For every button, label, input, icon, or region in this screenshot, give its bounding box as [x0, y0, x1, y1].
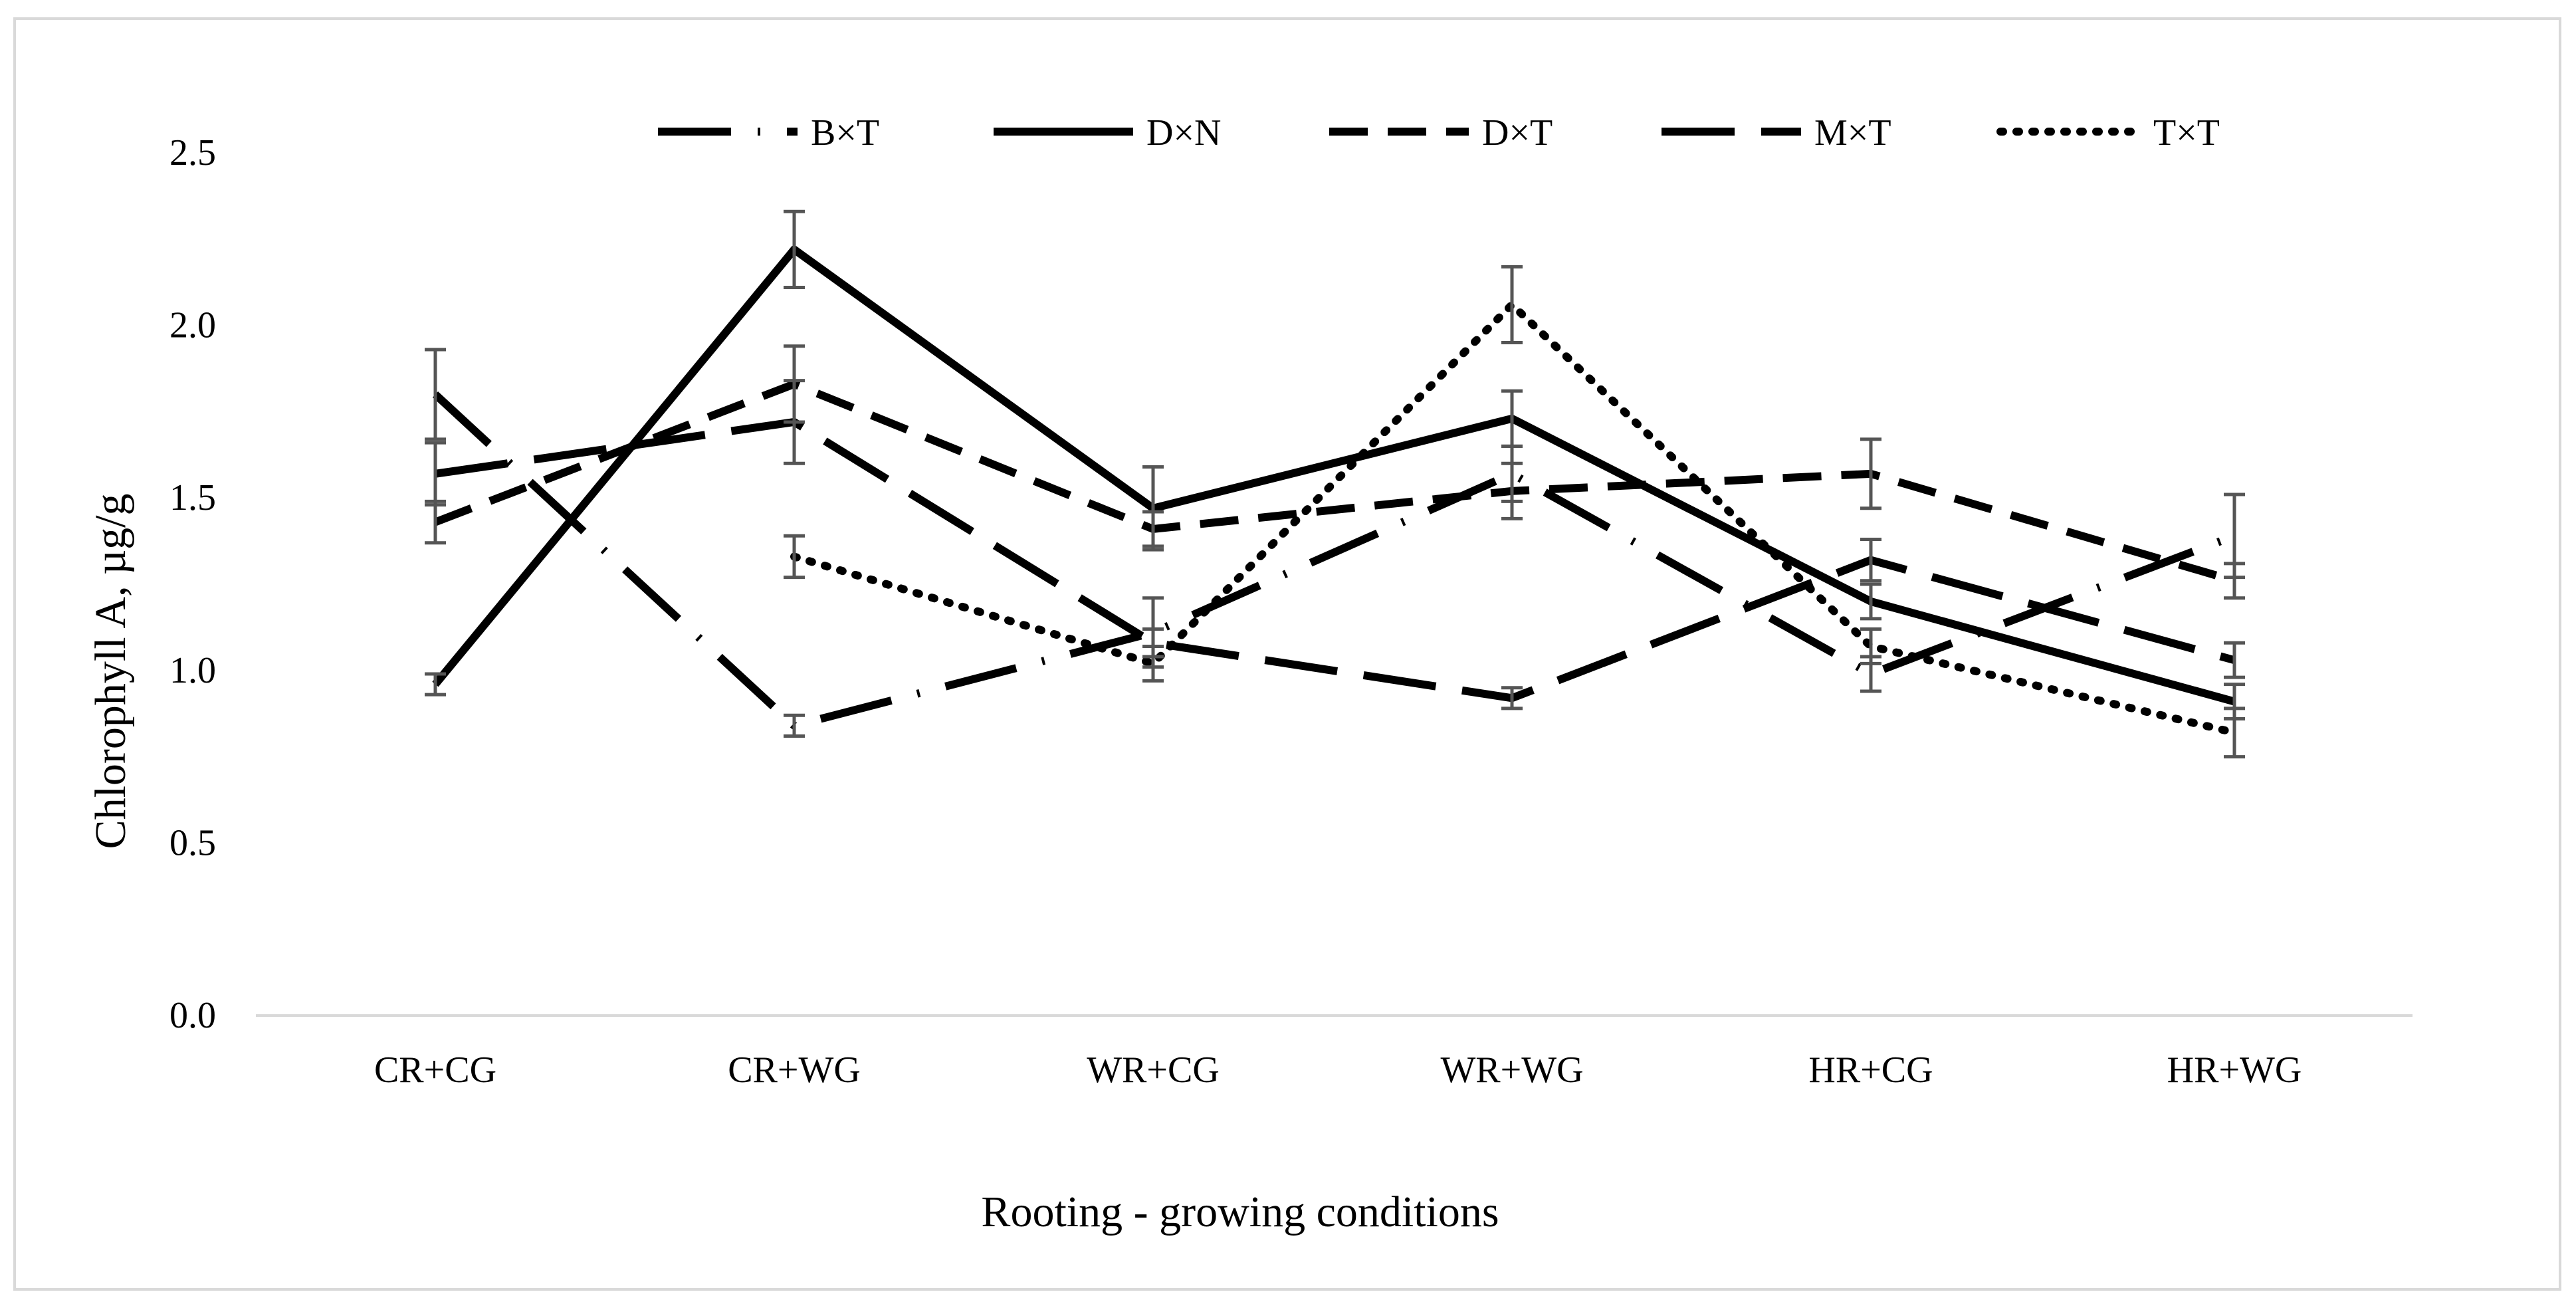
error-bar [1860, 627, 1881, 665]
error-bar [2224, 562, 2245, 600]
legend-item-4: M×T [1662, 112, 1891, 154]
error-bar [1501, 686, 1523, 710]
error-bar [425, 672, 446, 697]
chart-border [13, 17, 2561, 1291]
y-tick-label: 1.0 [169, 650, 216, 691]
legend-label: D×T [1482, 112, 1553, 154]
y-tick-label: 0.0 [169, 995, 216, 1036]
series-line-2 [432, 245, 2236, 706]
y-tick-label: 2.0 [169, 305, 216, 346]
error-bar [1501, 461, 1523, 520]
error-bar [784, 713, 805, 738]
error-bar [1860, 538, 1881, 583]
y-axis-ticks: 0.0 0.5 1.0 1.5 2.0 2.5 [169, 132, 216, 1036]
x-tick-label: CR+CG [374, 1049, 496, 1091]
error-bar [784, 209, 805, 289]
x-tick-label: WR+WG [1440, 1049, 1583, 1091]
legend-label: B×T [811, 112, 879, 154]
error-bar [784, 379, 805, 465]
error-bar [1860, 582, 1881, 621]
error-bars-group [425, 209, 2245, 759]
series-line-3 [433, 380, 2236, 585]
error-bar [2224, 641, 2245, 679]
x-axis-title: Rooting - growing conditions [981, 1188, 1499, 1236]
legend-label: D×N [1146, 112, 1221, 154]
error-bar [1142, 510, 1164, 548]
x-tick-label: HR+CG [1808, 1049, 1933, 1091]
x-axis-ticks: CR+CG CR+WG WR+CG WR+WG HR+CG HR+WG [374, 1049, 2302, 1091]
y-tick-label: 2.5 [169, 132, 216, 173]
x-tick-label: WR+CG [1087, 1049, 1220, 1091]
y-tick-label: 1.5 [169, 477, 216, 518]
legend: B×T D×N D×T M×T T×T [658, 112, 2220, 154]
y-tick-label: 0.5 [169, 822, 216, 863]
series-line-1 [432, 391, 2236, 730]
x-tick-label: HR+WG [2167, 1049, 2302, 1091]
legend-label: M×T [1814, 112, 1891, 154]
series-line-4 [435, 417, 2236, 703]
error-bar [425, 348, 446, 441]
legend-label: T×T [2153, 112, 2220, 154]
error-bar [784, 534, 805, 580]
error-bar [1501, 389, 1523, 448]
legend-item-1: B×T [658, 112, 879, 154]
x-tick-label: CR+WG [728, 1049, 861, 1091]
error-bar [425, 441, 446, 507]
legend-item-5: T×T [1996, 112, 2220, 154]
error-bar [1142, 644, 1164, 683]
error-bar [2224, 707, 2245, 759]
y-axis-title: Chlorophyll A, µg/g [86, 494, 135, 849]
legend-item-2: D×N [994, 112, 1221, 154]
error-bar [1860, 437, 1881, 510]
error-bar [1501, 265, 1523, 345]
legend-item-3: D×T [1329, 112, 1553, 154]
